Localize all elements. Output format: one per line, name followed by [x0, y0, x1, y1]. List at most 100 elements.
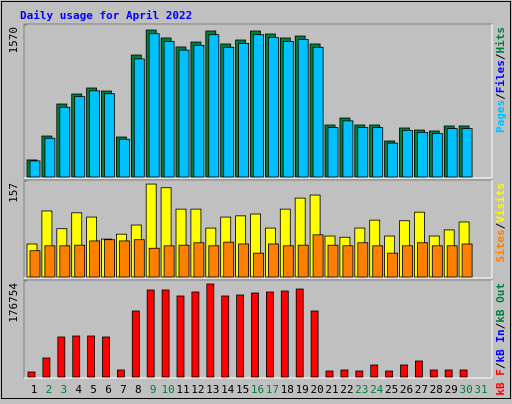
x-tick-label: 10	[161, 383, 174, 396]
bar	[178, 49, 190, 178]
bar	[238, 243, 250, 278]
bar	[238, 42, 250, 178]
bar	[340, 369, 349, 378]
legend: kB F/kB In/kB Out	[494, 283, 507, 396]
x-tick-label: 29	[445, 383, 458, 396]
bar	[295, 288, 304, 378]
bar	[89, 90, 100, 178]
x-tick-label: 7	[120, 383, 127, 396]
bar	[297, 244, 309, 278]
legend-entry: kB F	[494, 369, 507, 396]
bar	[461, 128, 473, 178]
bar	[267, 37, 279, 178]
x-tick-label: 8	[135, 383, 142, 396]
x-tick-label: 5	[90, 383, 97, 396]
x-tick-label: 30	[459, 383, 472, 396]
bar	[89, 240, 100, 278]
bar	[280, 290, 289, 378]
bar	[74, 96, 86, 178]
bar	[431, 133, 443, 178]
bar	[282, 41, 294, 178]
bar	[429, 369, 438, 378]
bar	[342, 120, 354, 178]
bar	[59, 245, 71, 278]
x-tick-label: 3	[60, 383, 67, 396]
bar	[327, 127, 339, 178]
y-tick-label: 157	[7, 183, 20, 203]
y-tick-label: 176754	[7, 283, 20, 323]
bar	[461, 243, 473, 278]
bar	[372, 245, 384, 278]
bar	[325, 370, 334, 378]
x-tick-label: 12	[191, 383, 204, 396]
bar	[357, 242, 369, 278]
x-tick-label: 19	[296, 383, 309, 396]
bar	[163, 41, 175, 178]
x-tick-label: 13	[206, 383, 219, 396]
y-tick-label: 1570	[7, 27, 20, 54]
chart-title: Daily usage for April 2022	[20, 9, 192, 22]
bar	[372, 127, 384, 178]
bar	[387, 142, 399, 178]
bar	[253, 252, 264, 278]
bar	[191, 291, 200, 378]
bar	[444, 369, 453, 378]
x-tick-label: 31	[474, 383, 487, 396]
legend: Sites/Visits	[494, 183, 507, 263]
bar	[59, 106, 71, 178]
bar	[387, 252, 399, 278]
bar	[104, 239, 115, 278]
legend-entry: Pages	[494, 100, 507, 133]
bar	[161, 289, 170, 378]
bar	[414, 360, 423, 378]
x-tick-label: 18	[281, 383, 294, 396]
legend-separator: /	[494, 322, 507, 329]
bar	[327, 244, 339, 278]
bar	[312, 46, 324, 178]
bar	[74, 244, 86, 278]
bar	[310, 310, 319, 378]
x-tick-label: 28	[430, 383, 443, 396]
legend-entry: Sites	[494, 229, 507, 262]
bar	[251, 292, 259, 378]
bar	[163, 245, 175, 278]
bar	[446, 245, 458, 278]
bar	[27, 371, 36, 378]
legend-entry: kB Out	[494, 283, 507, 323]
bar	[297, 39, 309, 178]
bar	[148, 33, 160, 178]
bar	[253, 34, 264, 178]
legend-entry: Files	[494, 60, 507, 93]
x-tick-label: 16	[251, 383, 264, 396]
bar	[400, 364, 408, 378]
bar	[44, 137, 56, 178]
x-tick-label: 20	[310, 383, 323, 396]
bar	[208, 245, 220, 278]
legend: Pages/Files/Hits	[494, 27, 507, 133]
bar	[206, 283, 215, 378]
x-tick-label: 24	[370, 383, 384, 396]
bar	[133, 58, 145, 178]
bar	[282, 245, 294, 278]
x-tick-label: 27	[415, 383, 428, 396]
bar	[446, 128, 458, 178]
x-tick-label: 17	[266, 383, 279, 396]
bar	[148, 247, 160, 278]
bar	[357, 127, 369, 178]
x-tick-label: 15	[236, 383, 249, 396]
bar	[29, 250, 41, 278]
bar	[193, 242, 205, 278]
bar	[431, 245, 443, 278]
bar	[416, 132, 428, 178]
bar	[459, 369, 468, 378]
x-tick-label: 22	[340, 383, 353, 396]
bar	[178, 244, 190, 278]
bar	[176, 295, 185, 378]
bar	[119, 240, 130, 278]
bar	[312, 234, 324, 278]
bar	[265, 291, 274, 378]
bar	[104, 93, 115, 178]
bar	[208, 34, 220, 178]
